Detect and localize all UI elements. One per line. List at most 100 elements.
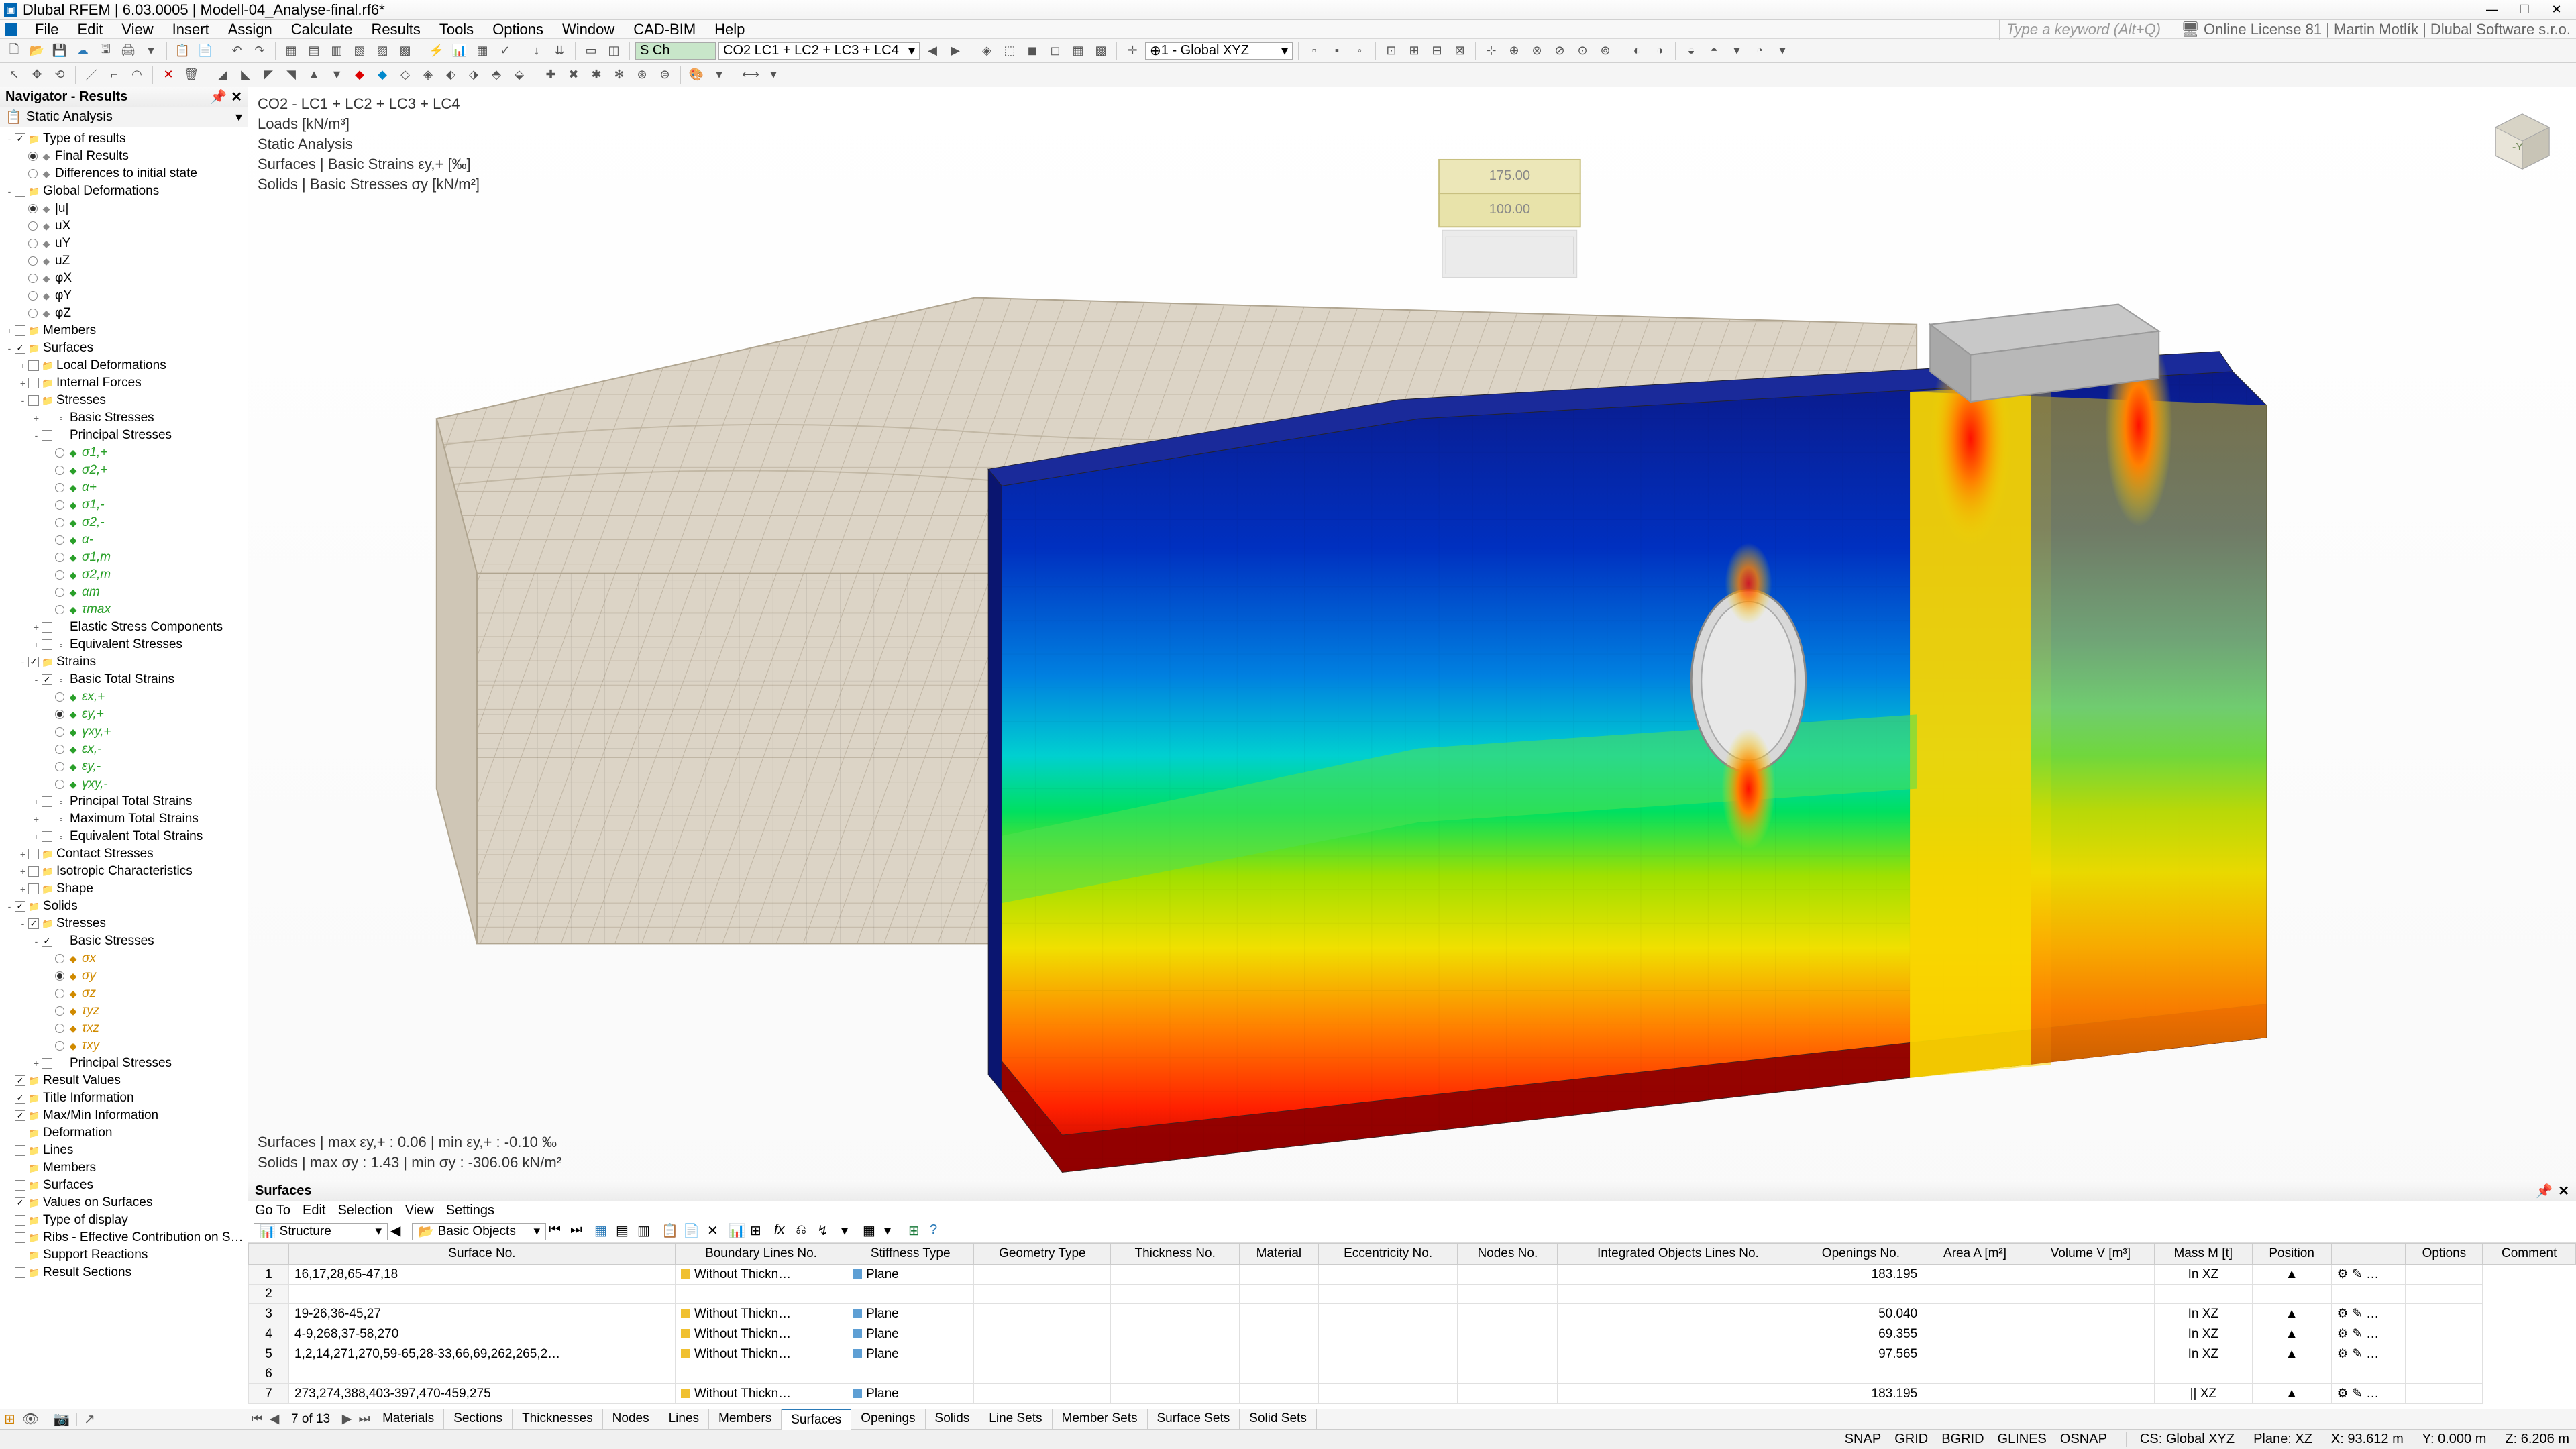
tree-item[interactable]: +📁Shape [1, 880, 246, 898]
rp-tab-surface-sets[interactable]: Surface Sets [1148, 1409, 1240, 1430]
misc2-icon[interactable]: ◑ [1650, 41, 1670, 61]
view6-icon[interactable]: ▩ [395, 41, 415, 61]
d8-icon[interactable]: ◆ [372, 65, 392, 85]
tree-item[interactable]: +▫Equivalent Stresses [1, 636, 246, 653]
rotate-icon[interactable]: ⟲ [50, 65, 70, 85]
rp-tb10-icon[interactable]: ▾ [841, 1222, 860, 1241]
snap-glines[interactable]: GLINES [1998, 1432, 2047, 1447]
arc-icon[interactable]: ◠ [127, 65, 147, 85]
d2-icon[interactable]: ◣ [235, 65, 256, 85]
tree-item[interactable]: -✓📁Solids [1, 898, 246, 915]
rp-tab-solid-sets[interactable]: Solid Sets [1240, 1409, 1317, 1430]
rp-tb5-icon[interactable]: 📄 [683, 1222, 702, 1241]
tree-item[interactable]: +▫Principal Total Strains [1, 793, 246, 810]
rp-tab-members[interactable]: Members [709, 1409, 782, 1430]
rp-nav-left-icon[interactable]: ◀ [390, 1222, 409, 1241]
misc4-icon[interactable]: ◓ [1704, 41, 1724, 61]
maximize-button[interactable]: ☐ [2509, 1, 2540, 19]
misc6-icon[interactable]: ◔ [1750, 41, 1770, 61]
toolbar-dropdown-icon[interactable]: ▾ [141, 41, 161, 61]
rp-next-icon[interactable]: ▶ [338, 1411, 356, 1427]
select-icon[interactable]: ↖ [4, 65, 24, 85]
rp-tb2-icon[interactable]: ▤ [616, 1222, 635, 1241]
menu-tools[interactable]: Tools [430, 18, 483, 40]
nav-bottom-3-icon[interactable]: 📷 [53, 1411, 70, 1428]
table-row[interactable]: 6 [249, 1364, 2576, 1384]
saveall-icon[interactable]: 🖫 [95, 41, 115, 61]
rp-tb12-icon[interactable]: ▾ [884, 1222, 903, 1241]
d4-icon[interactable]: ◥ [281, 65, 301, 85]
rp-tb3-icon[interactable]: ▥ [637, 1222, 656, 1241]
rp-del-icon[interactable]: ✕ [707, 1222, 726, 1241]
tree-item[interactable]: ◆Differences to initial state [1, 165, 246, 182]
next-lc-icon[interactable]: ▶ [945, 41, 965, 61]
tree-item[interactable]: ◆γxy,- [1, 775, 246, 793]
nav-bottom-2-icon[interactable]: 👁 [22, 1411, 39, 1428]
rp-tab-solids[interactable]: Solids [926, 1409, 980, 1430]
d7-icon[interactable]: ◆ [350, 65, 370, 85]
tree-item[interactable]: ◆τxz [1, 1020, 246, 1037]
rp-tab-sections[interactable]: Sections [444, 1409, 513, 1430]
rp-combo-structure[interactable]: 📊 Structure▾ [254, 1223, 388, 1240]
nav-bottom-1-icon[interactable]: ⊞ [4, 1411, 15, 1428]
tree-item[interactable]: +▫Basic Stresses [1, 409, 246, 427]
tree-item[interactable]: +📁Internal Forces [1, 374, 246, 392]
cloud-icon[interactable]: ☁ [72, 41, 93, 61]
tree-item[interactable]: -✓📁Surfaces [1, 339, 246, 357]
menu-view[interactable]: View [112, 18, 162, 40]
redo-icon[interactable]: ↷ [250, 41, 270, 61]
rp-tab-nodes[interactable]: Nodes [603, 1409, 659, 1430]
rp-tab-line-sets[interactable]: Line Sets [979, 1409, 1052, 1430]
tree-item[interactable]: ◆σ2,- [1, 514, 246, 531]
misc7-icon[interactable]: ▾ [1772, 41, 1792, 61]
tree-item[interactable]: +📁Local Deformations [1, 357, 246, 374]
rp-tab-materials[interactable]: Materials [373, 1409, 444, 1430]
delete-icon[interactable]: ✕ [158, 65, 178, 85]
tool3-icon[interactable]: ⊟ [1427, 41, 1447, 61]
snap2-icon[interactable]: ⊕ [1504, 41, 1524, 61]
menu-window[interactable]: Window [553, 18, 624, 40]
tree-item[interactable]: ◆εx,+ [1, 688, 246, 706]
rp-tab-lines[interactable]: Lines [659, 1409, 709, 1430]
rp-tab-openings[interactable]: Openings [851, 1409, 925, 1430]
tree-item[interactable]: ◆α- [1, 531, 246, 549]
rp-tb1-icon[interactable]: ▦ [594, 1222, 613, 1241]
analysis-type-combo[interactable]: S Ch [635, 42, 716, 60]
load-icon[interactable]: ↓ [527, 41, 547, 61]
rp-first-icon[interactable]: ⏮ [248, 1412, 266, 1427]
snap1-icon[interactable]: ⊹ [1481, 41, 1501, 61]
shaded-icon[interactable]: ◼ [1022, 41, 1042, 61]
rp-tb7-icon[interactable]: ⊞ [750, 1222, 769, 1241]
tool1-icon[interactable]: ⊡ [1381, 41, 1401, 61]
tree-item[interactable]: ◆α+ [1, 479, 246, 496]
menu-calculate[interactable]: Calculate [282, 18, 362, 40]
tree-item[interactable]: 📁Ribs - Effective Contribution on Surfac… [1, 1229, 246, 1246]
tree-item[interactable]: -✓📁Stresses [1, 915, 246, 932]
e3-icon[interactable]: ✱ [586, 65, 606, 85]
rp-excel-icon[interactable]: ⊞ [908, 1222, 927, 1241]
tree-item[interactable]: +▫Equivalent Total Strains [1, 828, 246, 845]
iso-icon[interactable]: ◈ [977, 41, 997, 61]
new-icon[interactable]: 🗋 [4, 41, 24, 61]
check-icon[interactable]: ✓ [495, 41, 515, 61]
tree-item[interactable]: 📁Type of display [1, 1212, 246, 1229]
tree-item[interactable]: ◆φY [1, 287, 246, 305]
tree-item[interactable]: -✓▫Basic Stresses [1, 932, 246, 950]
axis-icon[interactable]: ✛ [1122, 41, 1142, 61]
dim-icon[interactable]: ⟷ [741, 65, 761, 85]
tree-item[interactable]: ◆σ1,- [1, 496, 246, 514]
tree-item[interactable]: 📁Members [1, 1159, 246, 1177]
open-icon[interactable]: 📂 [27, 41, 47, 61]
grp3-icon[interactable]: ◦ [1350, 41, 1370, 61]
rp-help-icon[interactable]: ? [930, 1222, 949, 1241]
wireframe-icon[interactable]: ⬚ [1000, 41, 1020, 61]
tree-item[interactable]: ✓📁Values on Surfaces [1, 1194, 246, 1212]
palette-icon[interactable]: 🎨 [686, 65, 706, 85]
tree-item[interactable]: ◆τmax [1, 601, 246, 619]
tree-item[interactable]: 📁Deformation [1, 1124, 246, 1142]
results-close-icon[interactable]: ✕ [2558, 1183, 2569, 1199]
d13-icon[interactable]: ⬘ [486, 65, 506, 85]
misc1-icon[interactable]: ◐ [1627, 41, 1647, 61]
load2-icon[interactable]: ⇊ [549, 41, 570, 61]
tool4-icon[interactable]: ⊠ [1450, 41, 1470, 61]
